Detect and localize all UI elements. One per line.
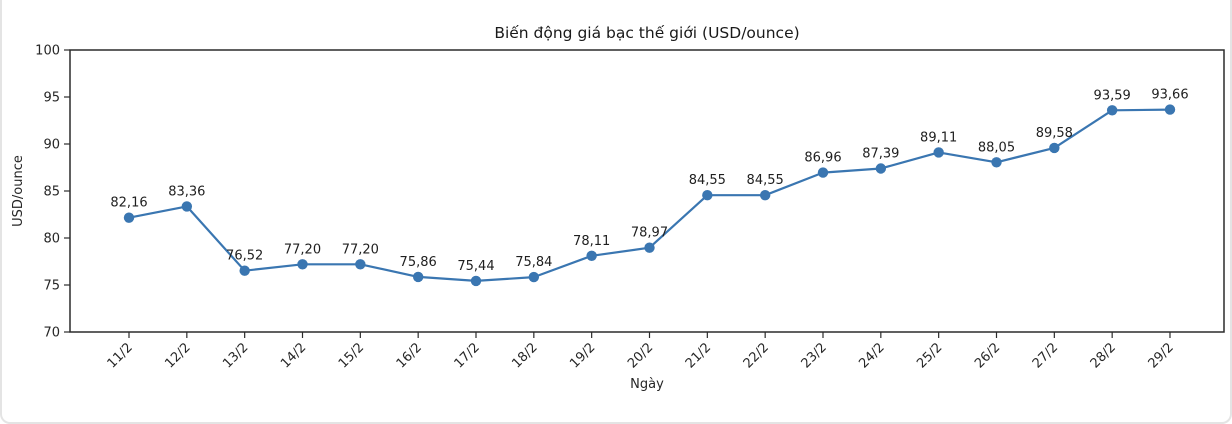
y-tick-label: 90: [43, 138, 60, 153]
x-tick-label: 15/2: [336, 340, 367, 371]
data-point-marker: [933, 147, 944, 158]
data-point-marker: [181, 201, 193, 212]
data-point-marker: [412, 271, 424, 283]
x-tick-label: 17/2: [452, 340, 483, 371]
x-tick-label: 18/2: [509, 340, 540, 371]
x-tick-label: 21/2: [683, 340, 714, 371]
data-point-marker: [586, 250, 597, 261]
data-point-marker: [355, 259, 366, 270]
data-point-label: 87,39: [862, 147, 899, 162]
data-point-label: 93,59: [1094, 88, 1131, 103]
data-point-label: 77,20: [284, 242, 321, 257]
x-tick-label: 29/2: [1146, 340, 1177, 371]
x-tick-label: 19/2: [567, 340, 598, 371]
x-tick-label: 22/2: [741, 340, 772, 371]
x-tick-label: 11/2: [105, 340, 136, 371]
x-tick-label: 16/2: [394, 340, 425, 371]
plot-frame: [69, 49, 1225, 333]
data-point-marker: [239, 265, 250, 276]
data-point-marker: [470, 275, 482, 287]
data-point-label: 77,20: [342, 242, 379, 257]
x-tick-label: 20/2: [625, 340, 656, 371]
data-point-label: 76,52: [226, 249, 263, 264]
data-point-label: 82,16: [110, 196, 147, 211]
data-point-marker: [123, 212, 135, 223]
y-tick-label: 70: [43, 326, 60, 341]
data-point-label: 75,84: [515, 255, 552, 270]
data-point-label: 86,96: [804, 151, 841, 166]
x-tick-label: 23/2: [799, 340, 830, 371]
data-point-label: 88,05: [978, 140, 1015, 155]
chart-title: Biến động giá bạc thế giới (USD/ounce): [494, 24, 799, 42]
data-point-label: 78,97: [631, 226, 668, 241]
data-point-label: 75,44: [457, 259, 494, 274]
x-tick-label: 28/2: [1088, 340, 1119, 371]
data-point-label: 84,55: [689, 173, 726, 188]
y-tick-label: 75: [43, 279, 60, 294]
data-point-marker: [297, 259, 308, 270]
y-axis-ticks: 70 75 80 85 90 95 100: [35, 44, 70, 341]
data-point-marker: [644, 242, 655, 253]
data-point-marker: [702, 190, 713, 201]
data-point-label: 75,86: [400, 255, 437, 270]
data-point-label: 89,11: [920, 130, 957, 145]
data-point-label: 89,58: [1036, 126, 1073, 141]
data-point-marker: [759, 190, 771, 201]
y-axis-label: USD/ounce: [11, 155, 26, 227]
y-tick-label: 85: [43, 185, 60, 200]
x-tick-label: 13/2: [220, 340, 251, 371]
data-point-marker: [1164, 104, 1176, 115]
x-tick-label: 24/2: [856, 340, 887, 371]
data-point-marker: [528, 271, 540, 283]
x-axis-label: Ngày: [630, 377, 664, 392]
data-point-markers: [123, 104, 1176, 287]
y-tick-label: 100: [35, 44, 60, 59]
data-point-labels: 82,16 83,36 76,52 77,20 77,20 75,86 75,44 75,84…: [110, 88, 1188, 274]
x-tick-label: 14/2: [278, 340, 309, 371]
y-tick-label: 95: [43, 91, 60, 106]
x-tick-label: 12/2: [162, 340, 193, 371]
x-tick-label: 27/2: [1030, 340, 1061, 371]
x-tick-label: 25/2: [914, 340, 945, 371]
data-point-marker: [1049, 142, 1060, 154]
data-point-marker: [991, 157, 1002, 168]
data-point-marker: [875, 163, 887, 174]
data-point-label: 83,36: [168, 184, 205, 199]
x-axis-ticks: 11/2 12/2 13/2 14/2 15/2 16/2 17/2 18/2 19/2 20/2…: [105, 332, 1177, 371]
data-point-label: 84,55: [747, 173, 784, 188]
data-point-label: 78,11: [573, 234, 610, 249]
x-tick-label: 26/2: [972, 340, 1003, 371]
data-point-label: 93,66: [1151, 88, 1188, 103]
y-tick-label: 80: [43, 232, 60, 247]
data-point-marker: [1106, 105, 1118, 116]
data-point-marker: [817, 167, 829, 178]
